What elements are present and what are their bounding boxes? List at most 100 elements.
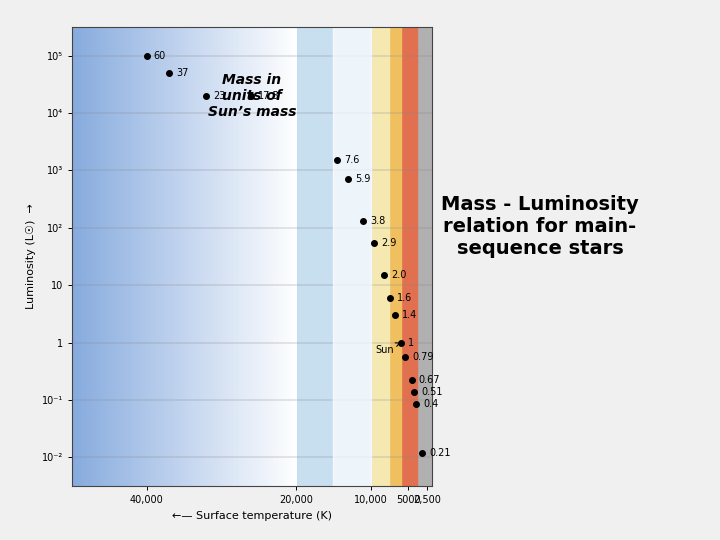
Bar: [191, 27, 194, 486]
Bar: [245, 27, 248, 486]
Bar: [222, 27, 225, 486]
Text: Mass - Luminosity
relation for main-
sequence stars: Mass - Luminosity relation for main- seq…: [441, 195, 639, 258]
Bar: [97, 27, 100, 486]
Bar: [72, 27, 296, 486]
Bar: [231, 27, 234, 486]
Text: 0.79: 0.79: [412, 353, 433, 362]
Bar: [333, 27, 371, 486]
Bar: [259, 27, 262, 486]
Bar: [117, 27, 120, 486]
Bar: [177, 27, 180, 486]
Bar: [256, 27, 259, 486]
Bar: [287, 27, 290, 486]
Text: 17.5: 17.5: [258, 91, 280, 101]
Y-axis label: Luminosity (L☉)  →: Luminosity (L☉) →: [26, 204, 36, 309]
Bar: [228, 27, 231, 486]
Text: 3.8: 3.8: [370, 217, 385, 226]
Bar: [220, 27, 222, 486]
Bar: [214, 27, 217, 486]
Bar: [248, 27, 251, 486]
Bar: [129, 27, 132, 486]
Bar: [293, 27, 296, 486]
Bar: [217, 27, 220, 486]
Bar: [95, 27, 97, 486]
Text: 5.9: 5.9: [355, 174, 371, 184]
Bar: [174, 27, 177, 486]
Bar: [145, 27, 148, 486]
Bar: [123, 27, 126, 486]
Bar: [296, 27, 371, 486]
Text: 7.6: 7.6: [344, 156, 359, 165]
Text: 23: 23: [213, 91, 226, 101]
Text: 60: 60: [153, 51, 166, 60]
Bar: [157, 27, 160, 486]
Bar: [106, 27, 109, 486]
Bar: [282, 27, 284, 486]
Bar: [197, 27, 199, 486]
Text: 2.0: 2.0: [391, 270, 407, 280]
Bar: [132, 27, 135, 486]
Bar: [205, 27, 208, 486]
Bar: [86, 27, 89, 486]
Bar: [186, 27, 189, 486]
Bar: [140, 27, 143, 486]
Bar: [72, 27, 75, 486]
Bar: [135, 27, 138, 486]
Bar: [211, 27, 214, 486]
Bar: [274, 27, 276, 486]
Bar: [138, 27, 140, 486]
Bar: [120, 27, 123, 486]
Bar: [271, 27, 274, 486]
Bar: [390, 27, 400, 486]
Bar: [109, 27, 112, 486]
Text: 0.67: 0.67: [419, 375, 440, 386]
Text: 0.21: 0.21: [429, 448, 451, 458]
Text: 1.6: 1.6: [397, 293, 413, 303]
Bar: [400, 27, 417, 486]
Text: Mass in
units of
Sun’s mass: Mass in units of Sun’s mass: [208, 73, 296, 119]
Bar: [180, 27, 183, 486]
Bar: [268, 27, 271, 486]
Bar: [112, 27, 114, 486]
Bar: [208, 27, 211, 486]
Text: 1: 1: [408, 338, 414, 348]
Bar: [100, 27, 103, 486]
Text: 2.9: 2.9: [382, 238, 397, 248]
Bar: [262, 27, 265, 486]
Bar: [234, 27, 236, 486]
Bar: [371, 27, 390, 486]
Bar: [92, 27, 95, 486]
Bar: [84, 27, 86, 486]
Bar: [163, 27, 166, 486]
Bar: [114, 27, 117, 486]
Bar: [89, 27, 92, 486]
Bar: [202, 27, 205, 486]
Bar: [417, 27, 432, 486]
Bar: [183, 27, 186, 486]
Bar: [284, 27, 287, 486]
Bar: [103, 27, 106, 486]
Bar: [225, 27, 228, 486]
Text: 37: 37: [176, 68, 189, 78]
Bar: [78, 27, 81, 486]
Bar: [239, 27, 242, 486]
Bar: [75, 27, 78, 486]
Bar: [154, 27, 157, 486]
X-axis label: ←— Surface temperature (K): ←— Surface temperature (K): [172, 511, 332, 521]
Text: Sun: Sun: [375, 343, 400, 355]
Bar: [171, 27, 174, 486]
Bar: [194, 27, 197, 486]
Bar: [199, 27, 202, 486]
Bar: [251, 27, 253, 486]
Text: 1.4: 1.4: [402, 310, 417, 320]
Bar: [148, 27, 151, 486]
Bar: [126, 27, 129, 486]
Bar: [81, 27, 84, 486]
Bar: [143, 27, 145, 486]
Bar: [253, 27, 256, 486]
Bar: [168, 27, 171, 486]
Bar: [236, 27, 239, 486]
Bar: [242, 27, 245, 486]
Bar: [151, 27, 154, 486]
Bar: [279, 27, 282, 486]
